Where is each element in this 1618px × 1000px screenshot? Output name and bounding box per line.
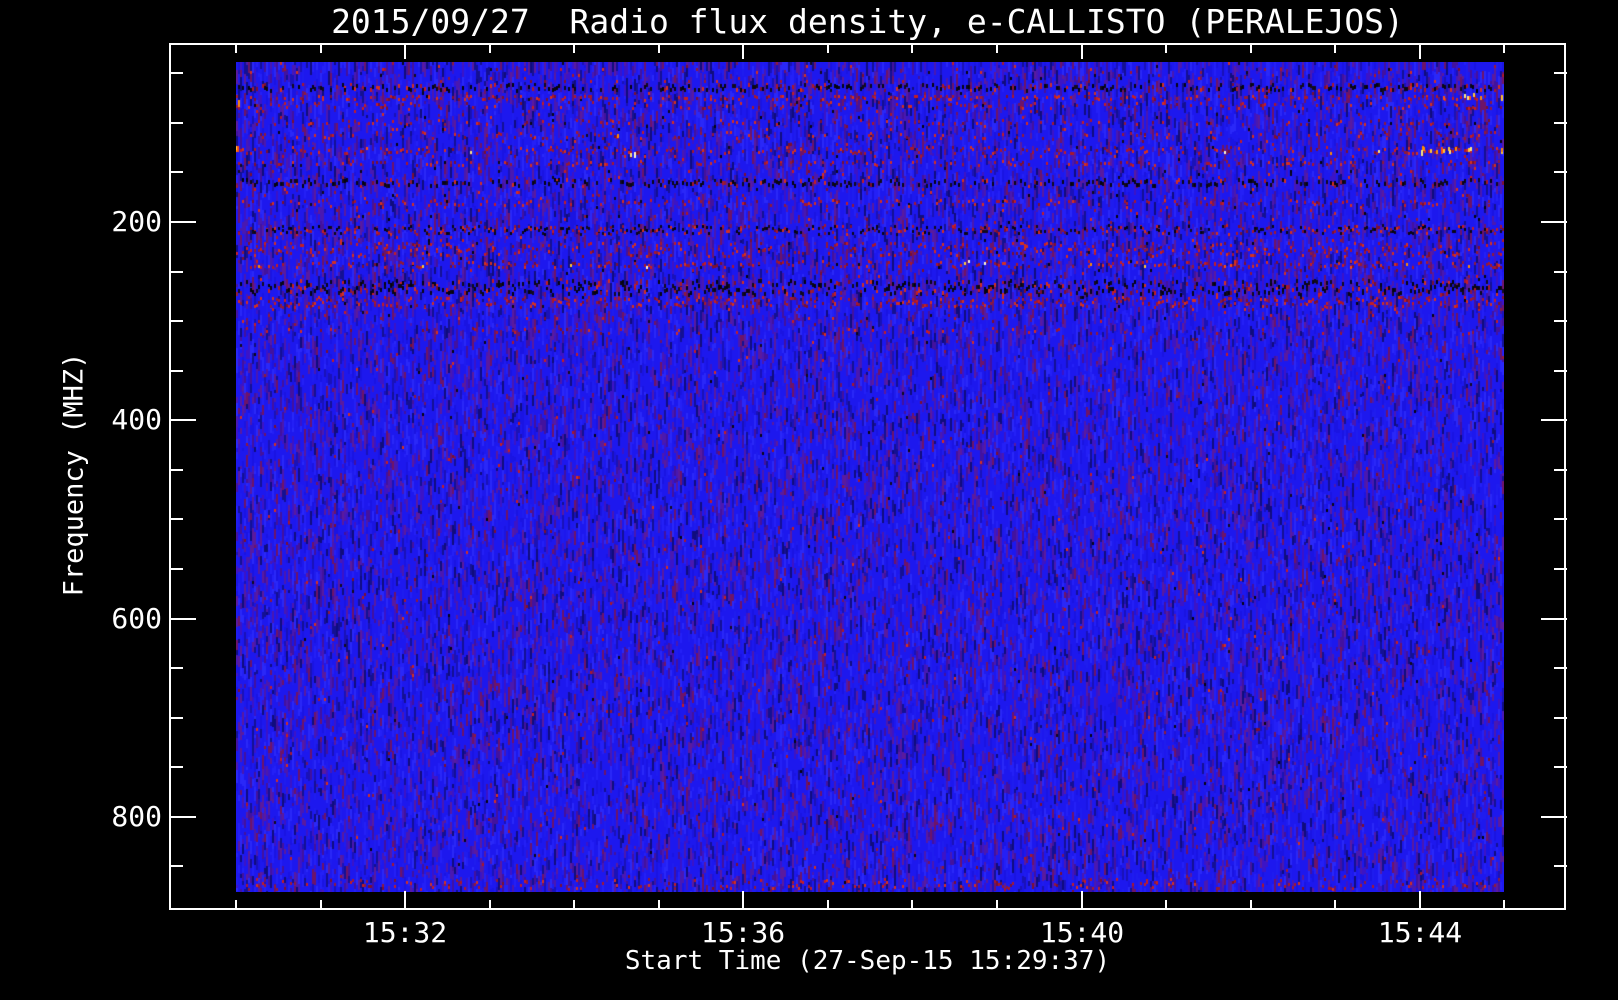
y-minor-tick-right	[1554, 370, 1567, 372]
y-minor-tick-right	[1554, 72, 1567, 74]
y-minor-tick	[170, 171, 183, 173]
y-major-tick	[170, 419, 196, 421]
spectrogram-image	[236, 62, 1504, 892]
plot-frame	[169, 43, 1566, 910]
x-minor-tick-top	[1250, 44, 1252, 53]
x-minor-tick	[1334, 900, 1336, 910]
y-minor-tick-right	[1554, 469, 1567, 471]
y-minor-tick	[170, 717, 183, 719]
x-minor-tick	[911, 900, 913, 910]
y-minor-tick	[170, 469, 183, 471]
x-major-tick	[404, 891, 406, 910]
y-minor-tick	[170, 667, 183, 669]
y-minor-tick-right	[1554, 320, 1567, 322]
x-tick-label: 15:32	[362, 916, 448, 949]
x-minor-tick-top	[320, 44, 322, 53]
y-minor-tick	[170, 518, 183, 520]
x-major-tick-top	[742, 44, 744, 59]
x-minor-tick-top	[489, 44, 491, 53]
y-minor-tick-right	[1554, 717, 1567, 719]
y-minor-tick	[170, 568, 183, 570]
x-major-tick	[1419, 891, 1421, 910]
x-minor-tick	[1165, 900, 1167, 910]
y-minor-tick	[170, 865, 183, 867]
x-minor-tick-top	[573, 44, 575, 53]
y-tick-label: 600	[111, 602, 162, 635]
y-minor-tick-right	[1554, 271, 1567, 273]
y-major-tick-right	[1541, 419, 1567, 421]
x-minor-tick-top	[658, 44, 660, 53]
y-major-tick	[170, 816, 196, 818]
y-major-tick-right	[1541, 618, 1567, 620]
y-minor-tick-right	[1554, 667, 1567, 669]
x-major-tick-top	[404, 44, 406, 59]
x-axis-title: Start Time (27-Sep-15 15:29:37)	[624, 946, 1111, 976]
y-major-tick	[170, 221, 196, 223]
y-tick-label: 400	[111, 403, 162, 436]
x-minor-tick	[1250, 900, 1252, 910]
y-minor-tick-right	[1554, 568, 1567, 570]
y-minor-tick	[170, 766, 183, 768]
x-minor-tick-top	[1503, 44, 1505, 53]
y-minor-tick	[170, 370, 183, 372]
x-minor-tick	[573, 900, 575, 910]
y-tick-label: 800	[111, 800, 162, 833]
x-minor-tick-top	[911, 44, 913, 53]
x-minor-tick	[1503, 900, 1505, 910]
x-minor-tick-top	[1165, 44, 1167, 53]
y-major-tick	[170, 618, 196, 620]
y-major-tick-right	[1541, 816, 1567, 818]
x-major-tick-top	[1081, 44, 1083, 59]
y-minor-tick-right	[1554, 171, 1567, 173]
y-minor-tick-right	[1554, 122, 1567, 124]
y-minor-tick	[170, 72, 183, 74]
y-minor-tick	[170, 320, 183, 322]
y-major-tick-right	[1541, 221, 1567, 223]
x-minor-tick	[658, 900, 660, 910]
x-minor-tick	[235, 900, 237, 910]
x-major-tick	[1081, 891, 1083, 910]
x-minor-tick	[489, 900, 491, 910]
y-minor-tick	[170, 122, 183, 124]
x-minor-tick-top	[1334, 44, 1336, 53]
y-minor-tick-right	[1554, 766, 1567, 768]
x-tick-label: 15:36	[700, 916, 786, 949]
x-minor-tick	[827, 900, 829, 910]
x-minor-tick	[996, 900, 998, 910]
x-tick-label: 15:44	[1377, 916, 1463, 949]
x-minor-tick-top	[235, 44, 237, 53]
y-minor-tick-right	[1554, 518, 1567, 520]
y-minor-tick-right	[1554, 865, 1567, 867]
x-major-tick-top	[1419, 44, 1421, 59]
y-axis-title: Frequency (MHZ)	[58, 352, 90, 597]
x-major-tick	[742, 891, 744, 910]
x-minor-tick-top	[996, 44, 998, 53]
x-minor-tick-top	[827, 44, 829, 53]
x-minor-tick	[320, 900, 322, 910]
x-tick-label: 15:40	[1039, 916, 1125, 949]
y-tick-label: 200	[111, 205, 162, 238]
chart-title: 2015/09/27 Radio flux density, e-CALLIST…	[331, 2, 1404, 41]
y-minor-tick	[170, 271, 183, 273]
